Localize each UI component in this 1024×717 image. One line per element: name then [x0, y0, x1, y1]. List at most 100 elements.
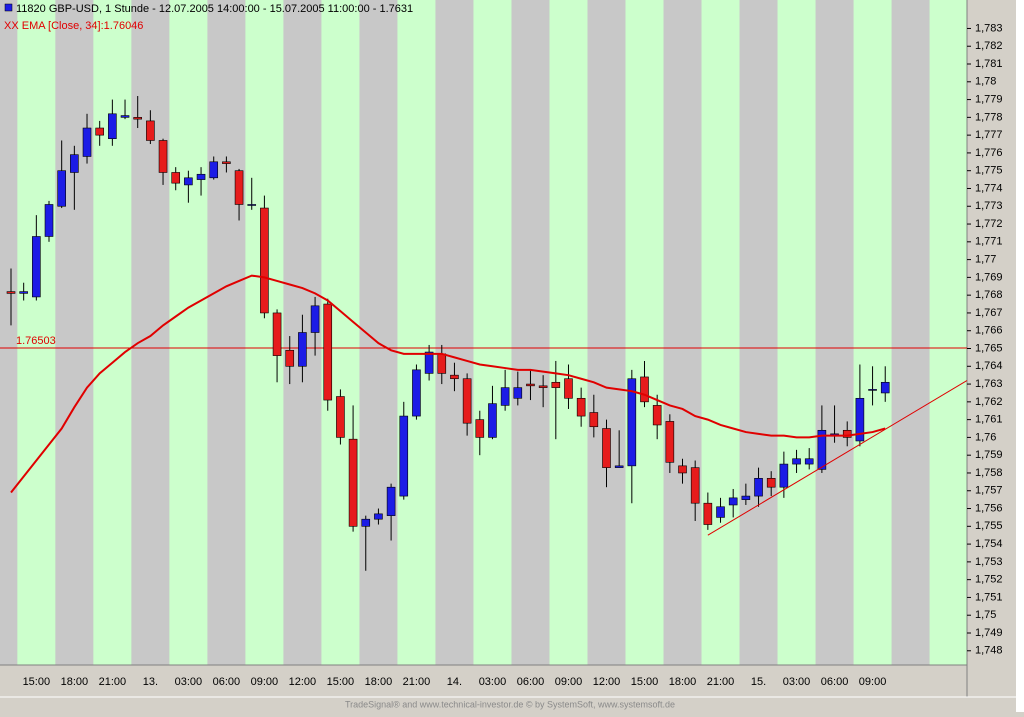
candle-body	[741, 495, 751, 500]
candle-body	[614, 465, 624, 468]
x-tick-label: 21:00	[707, 676, 735, 688]
candle-body	[564, 378, 573, 399]
x-tick-label: 21:00	[99, 676, 127, 688]
x-tick-label: 09:00	[555, 676, 583, 688]
y-tick-label: 1,76	[975, 431, 996, 443]
stripe	[701, 0, 740, 665]
candle-body	[766, 478, 776, 488]
candle-body	[652, 405, 662, 426]
y-tick-label: 1,748	[975, 645, 1003, 657]
y-tick-label: 1,779	[975, 93, 1003, 105]
candle-body	[817, 429, 827, 470]
candle-body	[678, 465, 687, 474]
candle-body	[260, 207, 269, 314]
stripe	[929, 0, 967, 665]
ema-line	[10, 274, 886, 494]
candle-body	[146, 120, 155, 141]
candle-body	[754, 478, 763, 497]
y-tick-label: 1,777	[975, 129, 1003, 141]
y-tick-label: 1,754	[975, 538, 1003, 550]
y-tick-label: 1,751	[975, 591, 1003, 603]
candle-body	[488, 403, 497, 438]
candle-body	[640, 376, 649, 403]
candle-body	[158, 140, 168, 173]
y-tick-label: 1,764	[975, 360, 1003, 372]
y-tick-label: 1,775	[975, 165, 1003, 177]
candle-body	[57, 170, 66, 207]
y-tick-label: 1,759	[975, 449, 1003, 461]
candle-body	[551, 381, 561, 388]
marks: 1.76503	[0, 96, 968, 571]
y-tick-label: 1,783	[975, 22, 1003, 34]
window-edge	[1016, 0, 1024, 712]
candle-body	[171, 172, 181, 184]
x-tick-label: 09:00	[859, 676, 887, 688]
y-tick-label: 1,753	[975, 556, 1003, 568]
candle-body	[285, 349, 295, 367]
candle-body	[272, 312, 282, 356]
y-tick-label: 1,781	[975, 58, 1003, 70]
candle-body	[348, 438, 358, 527]
y-tick-label: 1,761	[975, 414, 1003, 426]
y-tick-label: 1,771	[975, 236, 1003, 248]
candle-body	[665, 421, 675, 463]
x-tick-label: 03:00	[479, 676, 507, 688]
y-tick-label: 1,773	[975, 200, 1003, 212]
x-tick-label: 18:00	[669, 676, 697, 688]
x-tick-label: 15:00	[631, 676, 659, 688]
candle-body	[234, 170, 244, 205]
y-tick-label: 1,756	[975, 502, 1003, 514]
stripe	[397, 0, 436, 665]
candle-body	[32, 236, 41, 298]
candle-body	[386, 486, 396, 516]
series-icon	[4, 3, 13, 12]
candle-body	[209, 161, 219, 179]
candle-body	[437, 353, 447, 374]
x-tick-label: 03:00	[175, 676, 203, 688]
stripe	[853, 0, 892, 665]
candle-body	[19, 291, 28, 294]
chart-title: 11820 GBP-USD, 1 Stunde - 12.07.2005 14:…	[16, 3, 413, 15]
y-tick-label: 1,758	[975, 467, 1003, 479]
candle-body	[779, 463, 789, 488]
stripe	[17, 0, 56, 665]
footer: TradeSignal® and www.technical-investor.…	[345, 699, 675, 709]
candle-body	[716, 506, 725, 518]
x-tick-label: 03:00	[783, 676, 811, 688]
candle-body	[120, 115, 130, 118]
y-tick-label: 1,763	[975, 378, 1003, 390]
candle-body	[589, 412, 599, 428]
candle-body	[880, 381, 890, 394]
candle-body	[399, 415, 409, 497]
legend-entry: XX EMA [Close, 34]:1.76046	[4, 20, 143, 32]
x-tick-label: 06:00	[213, 676, 241, 688]
y-tick-label: 1,752	[975, 574, 1003, 586]
y-tick-label: 1,782	[975, 40, 1003, 52]
y-tick-label: 1,78	[975, 76, 996, 88]
x-tick-label: 15.	[751, 676, 766, 688]
x-tick-label: 18:00	[61, 676, 89, 688]
y-tick-label: 1,749	[975, 627, 1003, 639]
candle-body	[450, 374, 459, 380]
candle-body	[690, 467, 700, 504]
candle-body	[95, 127, 104, 136]
candle-body	[133, 117, 142, 120]
y-axis-panel	[967, 0, 1024, 665]
x-tick-label: 13.	[143, 676, 158, 688]
x-tick-label: 12:00	[593, 676, 621, 688]
candle-body	[323, 303, 333, 401]
candle-body	[82, 127, 92, 157]
candle-body	[196, 173, 206, 180]
stripe	[549, 0, 588, 665]
candle-body	[703, 502, 713, 525]
candle-body	[526, 383, 535, 387]
y-tick-label: 1,757	[975, 485, 1003, 497]
candle-body	[424, 351, 434, 374]
x-tick-label: 15:00	[327, 676, 355, 688]
y-tick-label: 1,768	[975, 289, 1003, 301]
x-tick-label: 06:00	[517, 676, 545, 688]
y-tick-label: 1,755	[975, 520, 1003, 532]
trend-line	[707, 380, 968, 536]
y-tick-label: 1,778	[975, 111, 1003, 123]
